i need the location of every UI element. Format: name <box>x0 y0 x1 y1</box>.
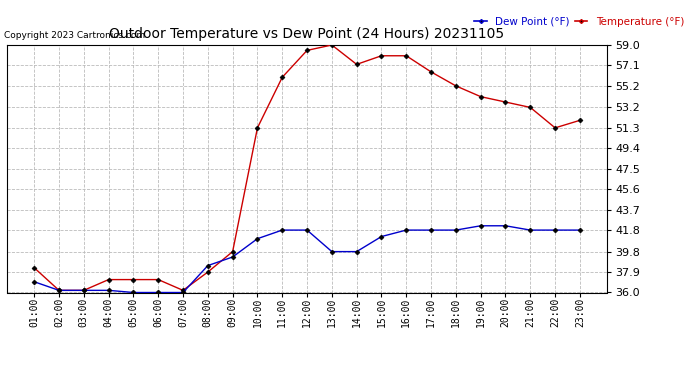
Legend: Dew Point (°F), Temperature (°F): Dew Point (°F), Temperature (°F) <box>470 13 688 31</box>
Title: Outdoor Temperature vs Dew Point (24 Hours) 20231105: Outdoor Temperature vs Dew Point (24 Hou… <box>110 27 504 41</box>
Text: Copyright 2023 Cartronics.com: Copyright 2023 Cartronics.com <box>4 32 145 40</box>
